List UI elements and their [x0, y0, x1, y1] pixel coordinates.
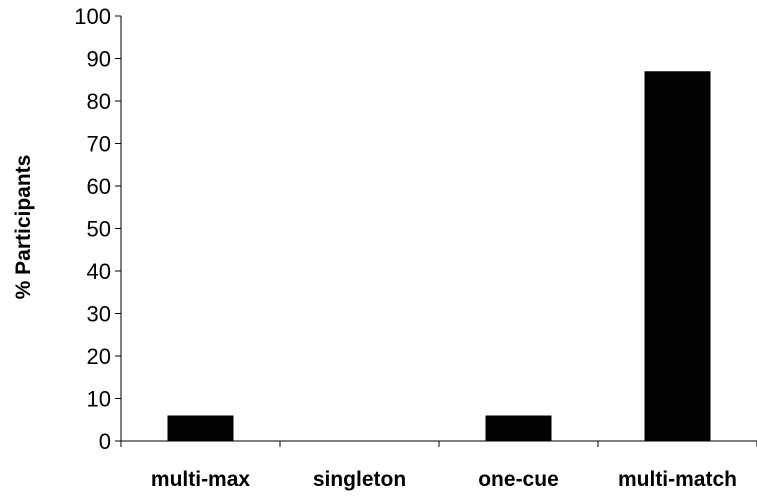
y-tick-label: 50 — [87, 217, 111, 242]
y-tick-label: 70 — [87, 132, 111, 157]
x-tick-label: one-cue — [478, 468, 559, 491]
y-tick-label: 10 — [87, 387, 111, 412]
y-tick-label: 0 — [99, 429, 111, 454]
y-tick-label: 90 — [87, 47, 111, 72]
x-tick-label: multi-max — [151, 468, 251, 491]
y-tick-label: 20 — [87, 344, 111, 369]
y-axis-title: % Participants — [12, 155, 35, 300]
y-axis: 0 10 20 30 40 50 60 70 80 90 100 — [74, 4, 122, 454]
x-tick-label: singleton — [313, 468, 406, 491]
bar-one-cue — [485, 415, 552, 441]
y-tick-label: 80 — [87, 89, 111, 114]
y-tick-label: 60 — [87, 174, 111, 199]
bars — [167, 71, 711, 441]
bar-multi-max — [167, 415, 234, 441]
y-tick-label: 30 — [87, 302, 111, 327]
x-axis: multi-max singleton one-cue multi-match — [120, 440, 757, 491]
bar-multi-match — [644, 71, 711, 441]
x-tick-label: multi-match — [618, 468, 737, 491]
y-tick-label: 40 — [87, 259, 111, 284]
y-tick-label: 100 — [74, 4, 111, 29]
